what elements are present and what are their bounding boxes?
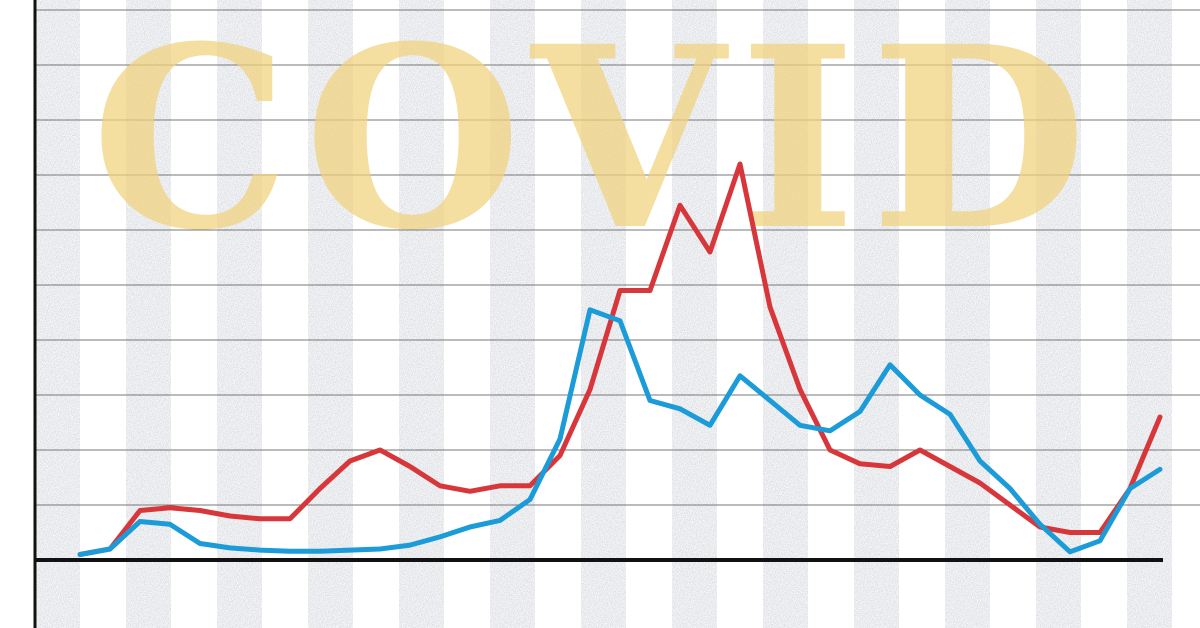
series-line <box>77 161 1163 557</box>
stripe <box>308 0 353 628</box>
series-line <box>77 307 1163 557</box>
chart-title: COVID <box>91 0 1101 285</box>
plot <box>77 161 1163 557</box>
stripe <box>35 0 80 628</box>
stripe <box>1127 0 1172 628</box>
stripe <box>672 0 717 628</box>
stripe <box>1036 0 1081 628</box>
stripe <box>217 0 262 628</box>
stripe <box>945 0 990 628</box>
stripe <box>854 0 899 628</box>
stripe <box>399 0 444 628</box>
